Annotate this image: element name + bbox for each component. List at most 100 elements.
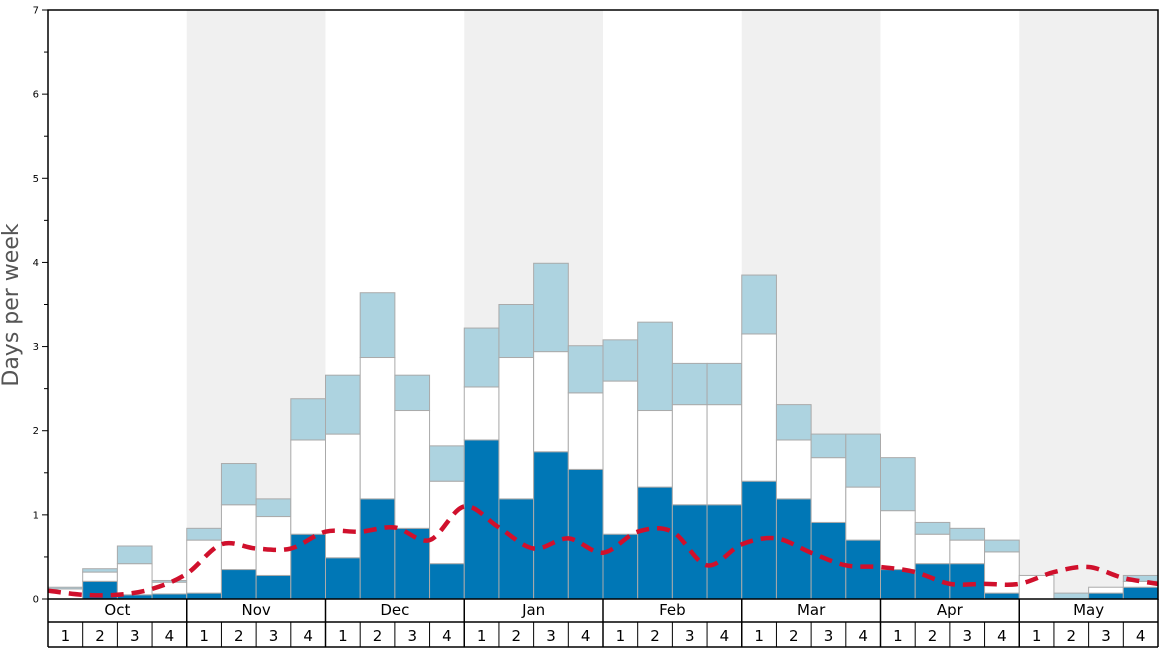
bar-mid-23 (810, 457, 847, 523)
week-label: 2 (789, 627, 799, 645)
week-label: 1 (1032, 627, 1042, 645)
week-label: 3 (130, 627, 140, 645)
week-label: 4 (581, 627, 591, 645)
bar-mid-10 (359, 357, 396, 500)
y-axis-title: Days per week (0, 223, 24, 386)
y-tick-label: 6 (33, 90, 39, 101)
bar-light-5 (186, 527, 222, 541)
bar-dark-7 (255, 574, 292, 600)
week-label: 4 (720, 627, 730, 645)
month-label-feb: Feb (659, 601, 686, 619)
week-label: 4 (442, 627, 452, 645)
bar-dark-28 (984, 592, 1020, 600)
bar-light-9 (325, 374, 361, 435)
bar-mid-2 (82, 571, 118, 582)
month-label-dec: Dec (380, 601, 409, 619)
bar-dark-27 (949, 563, 986, 600)
bar-mid-11 (394, 410, 431, 529)
bar-mid-17 (602, 380, 639, 535)
bar-light-14 (498, 304, 535, 359)
bar-light-6 (220, 463, 257, 506)
bar-light-1 (47, 586, 84, 590)
month-shade-may (1019, 10, 1158, 599)
week-label: 2 (650, 627, 660, 645)
bar-mid-5 (186, 539, 222, 594)
bar-dark-10 (359, 498, 396, 600)
bar-mid-27 (949, 539, 986, 565)
bar-mid-31 (1088, 586, 1124, 594)
x-axis: Oct 1 2 3 4 Nov 1 2 3 4 Dec 1 2 3 4 Jan 1 2 3 4 Feb 1 2 3 4 Mar 1 2… (47, 599, 1159, 648)
bar-light-18 (637, 321, 673, 412)
bar-mid-20 (706, 404, 743, 506)
week-label: 4 (997, 627, 1007, 645)
y-axis: 0 1 2 3 4 5 6 7 (33, 6, 48, 606)
bar-light-2 (82, 568, 118, 573)
bar-mid-22 (775, 439, 812, 500)
bar-light-10 (359, 292, 396, 359)
week-label: 1 (893, 627, 903, 645)
bar-mid-15 (533, 351, 569, 453)
bar-light-8 (290, 398, 326, 441)
week-label: 3 (824, 627, 834, 645)
week-label: 4 (165, 627, 175, 645)
bar-light-22 (775, 404, 812, 441)
bar-dark-18 (637, 486, 673, 600)
y-tick-label: 5 (33, 174, 39, 185)
month-label-apr: Apr (937, 601, 964, 619)
week-label: 2 (512, 627, 522, 645)
bar-dark-6 (220, 569, 257, 600)
bar-dark-12 (429, 563, 465, 600)
bar-light-28 (984, 539, 1020, 553)
bar-mid-25 (880, 510, 916, 571)
bar-dark-16 (567, 468, 604, 600)
y-tick-label: 3 (33, 342, 39, 353)
bar-dark-20 (706, 504, 743, 600)
bar-dark-8 (290, 533, 326, 600)
bar-light-27 (949, 527, 986, 541)
bar-mid-18 (637, 410, 673, 488)
bar-light-24 (845, 433, 881, 488)
month-label-nov: Nov (241, 601, 270, 619)
bar-dark-25 (880, 569, 916, 600)
y-tick-label: 7 (33, 6, 39, 17)
week-label: 3 (407, 627, 417, 645)
week-label: 2 (928, 627, 938, 645)
bar-light-16 (567, 345, 604, 394)
bar-mid-24 (845, 486, 881, 541)
bar-mid-3 (116, 563, 153, 596)
bar-light-17 (602, 339, 639, 382)
week-label: 3 (546, 627, 556, 645)
bar-mid-8 (290, 439, 326, 535)
bar-dark-5 (186, 592, 222, 600)
week-label: 2 (373, 627, 383, 645)
bar-light-4 (151, 579, 188, 583)
bar-mid-7 (255, 516, 292, 576)
bar-light-30 (1053, 592, 1090, 600)
week-label: 2 (234, 627, 244, 645)
bar-mid-19 (671, 404, 708, 506)
bar-light-23 (810, 433, 847, 459)
bar-light-26 (914, 521, 951, 535)
bar-mid-16 (567, 392, 604, 470)
week-label: 3 (269, 627, 279, 645)
bar-dark-13 (463, 439, 500, 600)
bar-dark-24 (845, 539, 881, 600)
trend-line (47, 504, 1159, 598)
month-label-jan: Jan (521, 601, 545, 619)
bar-light-20 (706, 362, 743, 406)
bar-dark-4 (151, 593, 188, 600)
week-label: 3 (1101, 627, 1111, 645)
bar-dark-32 (1122, 586, 1159, 600)
bar-mid-21 (741, 333, 777, 482)
week-label: 1 (754, 627, 764, 645)
bar-mid-28 (984, 551, 1020, 594)
bar-light-12 (429, 445, 465, 482)
month-label-mar: Mar (797, 601, 826, 619)
week-label: 1 (338, 627, 348, 645)
week-label: 1 (61, 627, 71, 645)
bar-dark-31 (1088, 592, 1124, 600)
bar-light-19 (671, 362, 708, 406)
bar-light-15 (533, 262, 569, 353)
bar-dark-9 (325, 557, 361, 600)
